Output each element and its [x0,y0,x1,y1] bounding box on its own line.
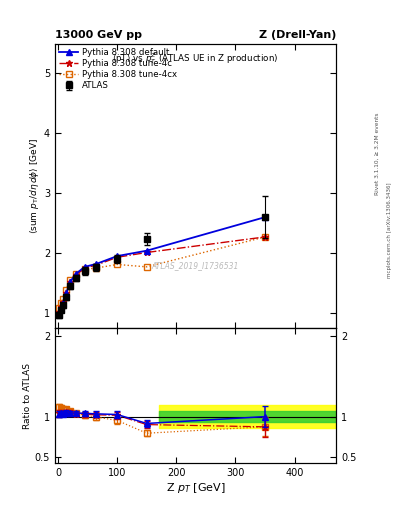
Text: Rivet 3.1.10, ≥ 3.2M events: Rivet 3.1.10, ≥ 3.2M events [375,112,380,195]
Pythia 8.308 tune-4cx [61,296,66,302]
Line: Pythia 8.308 tune-4cx: Pythia 8.308 tune-4cx [56,234,268,311]
Line: Pythia 8.308 default: Pythia 8.308 default [56,214,268,316]
Pythia 8.308 tune-4cx [94,265,99,271]
Pythia 8.308 tune-4cx [68,277,72,283]
X-axis label: Z $p_T$ [GeV]: Z $p_T$ [GeV] [166,481,225,495]
Pythia 8.308 tune-4c [263,234,267,240]
Pythia 8.308 default [94,261,99,267]
Pythia 8.308 tune-4c [68,279,72,285]
Pythia 8.308 tune-4cx [64,287,69,293]
Pythia 8.308 tune-4c [61,299,66,305]
Pythia 8.308 default [59,305,63,311]
Pythia 8.308 default [61,300,66,306]
Pythia 8.308 tune-4c [115,254,119,260]
Text: ATLAS_2019_I1736531: ATLAS_2019_I1736531 [152,261,239,270]
Pythia 8.308 tune-4cx [57,305,62,311]
Pythia 8.308 tune-4c [59,304,63,310]
Y-axis label: Ratio to ATLAS: Ratio to ATLAS [23,362,32,429]
Legend: Pythia 8.308 default, Pythia 8.308 tune-4c, Pythia 8.308 tune-4cx, ATLAS: Pythia 8.308 default, Pythia 8.308 tune-… [57,45,180,93]
Pythia 8.308 tune-4cx [144,264,149,270]
Pythia 8.308 default [263,214,267,220]
Pythia 8.308 tune-4c [64,289,69,295]
Text: mcplots.cern.ch [arXiv:1306.3436]: mcplots.cern.ch [arXiv:1306.3436] [387,183,391,278]
Text: Z (Drell-Yan): Z (Drell-Yan) [259,30,336,40]
Pythia 8.308 default [64,290,69,296]
Pythia 8.308 tune-4c [82,265,87,271]
Pythia 8.308 default [68,280,72,286]
Pythia 8.308 tune-4c [73,272,78,279]
Pythia 8.308 default [144,248,149,254]
Pythia 8.308 default [73,271,78,277]
Y-axis label: $\langle$sum $p_\mathrm{T}/d\eta\,d\phi\rangle$ [GeV]: $\langle$sum $p_\mathrm{T}/d\eta\,d\phi\… [28,138,41,234]
Pythia 8.308 default [57,310,62,316]
Pythia 8.308 default [115,253,119,259]
Pythia 8.308 tune-4c [144,249,149,255]
Pythia 8.308 tune-4c [57,309,62,315]
Pythia 8.308 tune-4c [94,262,99,268]
Text: 13000 GeV pp: 13000 GeV pp [55,30,142,40]
Pythia 8.308 tune-4cx [59,301,63,307]
Pythia 8.308 tune-4cx [263,234,267,240]
Pythia 8.308 default [82,264,87,270]
Pythia 8.308 tune-4cx [73,271,78,277]
Text: $\langle$pT$\rangle$ vs $p_T^Z$ (ATLAS UE in Z production): $\langle$pT$\rangle$ vs $p_T^Z$ (ATLAS U… [112,51,279,66]
Line: Pythia 8.308 tune-4c: Pythia 8.308 tune-4c [56,233,268,316]
Pythia 8.308 tune-4cx [82,266,87,272]
Pythia 8.308 tune-4cx [115,262,119,268]
